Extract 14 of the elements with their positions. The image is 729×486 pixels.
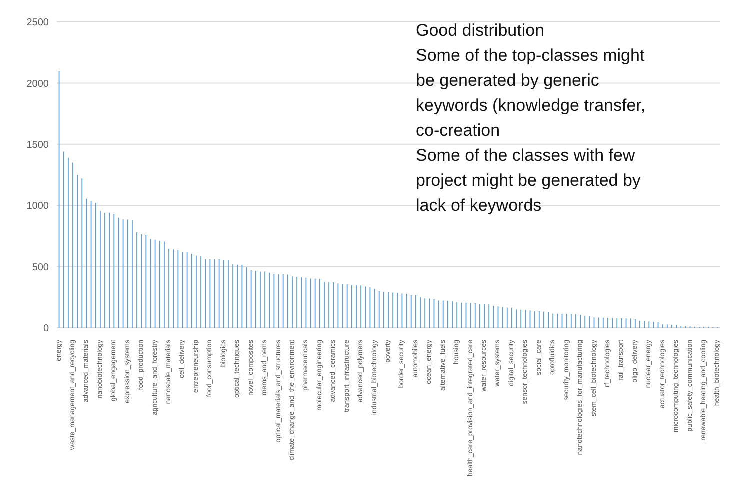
annotation: keywords (knowledge transfer, xyxy=(416,95,646,117)
y-tick-label: 2500 xyxy=(26,18,50,29)
annotation: co-creation xyxy=(416,120,502,142)
y-tick-label: 0 xyxy=(43,324,50,335)
y-tick-label: 500 xyxy=(32,262,50,274)
y-tick-label: 1500 xyxy=(26,140,50,151)
y-tick-label: 2000 xyxy=(26,78,50,90)
annotation: Some of the classes with few xyxy=(416,145,636,167)
y-tick-label: 1000 xyxy=(26,201,50,212)
annotation: project might be generated by xyxy=(416,170,642,192)
annotation: be generated by generic xyxy=(416,70,600,92)
annotation: Some of the top-classes might xyxy=(416,45,646,67)
annotation: Good distribution xyxy=(416,20,546,42)
annotation: lack of keywords xyxy=(416,195,543,217)
